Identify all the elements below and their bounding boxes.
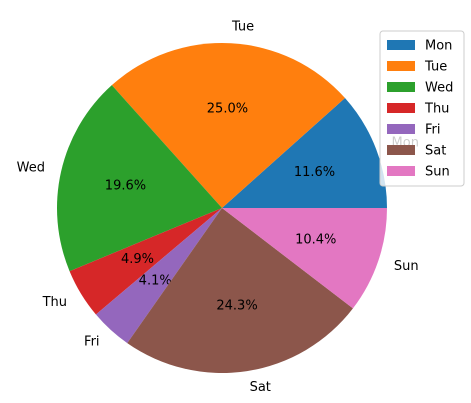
value-label: 19.6% (105, 179, 146, 194)
legend-label: Fri (425, 123, 441, 138)
legend-label: Mon (425, 39, 452, 54)
category-label: Sun (394, 259, 419, 274)
category-label: Wed (17, 160, 45, 175)
legend-swatch (387, 82, 415, 92)
value-label: 4.1% (139, 274, 172, 289)
pie-slice (69, 208, 222, 315)
pie-slice (111, 42, 346, 208)
category-label: Tue (231, 19, 254, 34)
category-label: Fri (84, 334, 100, 349)
pie-slice (95, 208, 222, 344)
legend-swatch (387, 124, 415, 134)
legend-swatch (387, 40, 415, 50)
pie-slice (127, 208, 353, 373)
legend-swatch (387, 61, 415, 71)
category-label: Sat (250, 380, 271, 395)
legend-label: Sun (425, 165, 450, 180)
pie-slice (222, 98, 387, 208)
legend-label: Wed (425, 81, 453, 96)
legend-label: Sat (425, 144, 446, 159)
legend-label: Tue (424, 60, 447, 75)
value-label: 11.6% (294, 165, 335, 180)
value-label: 10.4% (295, 232, 336, 247)
value-label: 4.9% (121, 252, 154, 267)
value-label: 25.0% (207, 102, 248, 117)
legend: Mon Tue Wed Thu Fri Sat Sun (379, 30, 465, 187)
legend-label: Thu (424, 102, 449, 117)
value-label: 24.3% (216, 298, 257, 313)
legend-swatch (387, 103, 415, 113)
pie-slice (222, 208, 387, 309)
legend-swatch (387, 145, 415, 155)
pie-slice (56, 85, 222, 272)
legend-swatch (387, 166, 415, 176)
category-label: Thu (42, 295, 67, 310)
